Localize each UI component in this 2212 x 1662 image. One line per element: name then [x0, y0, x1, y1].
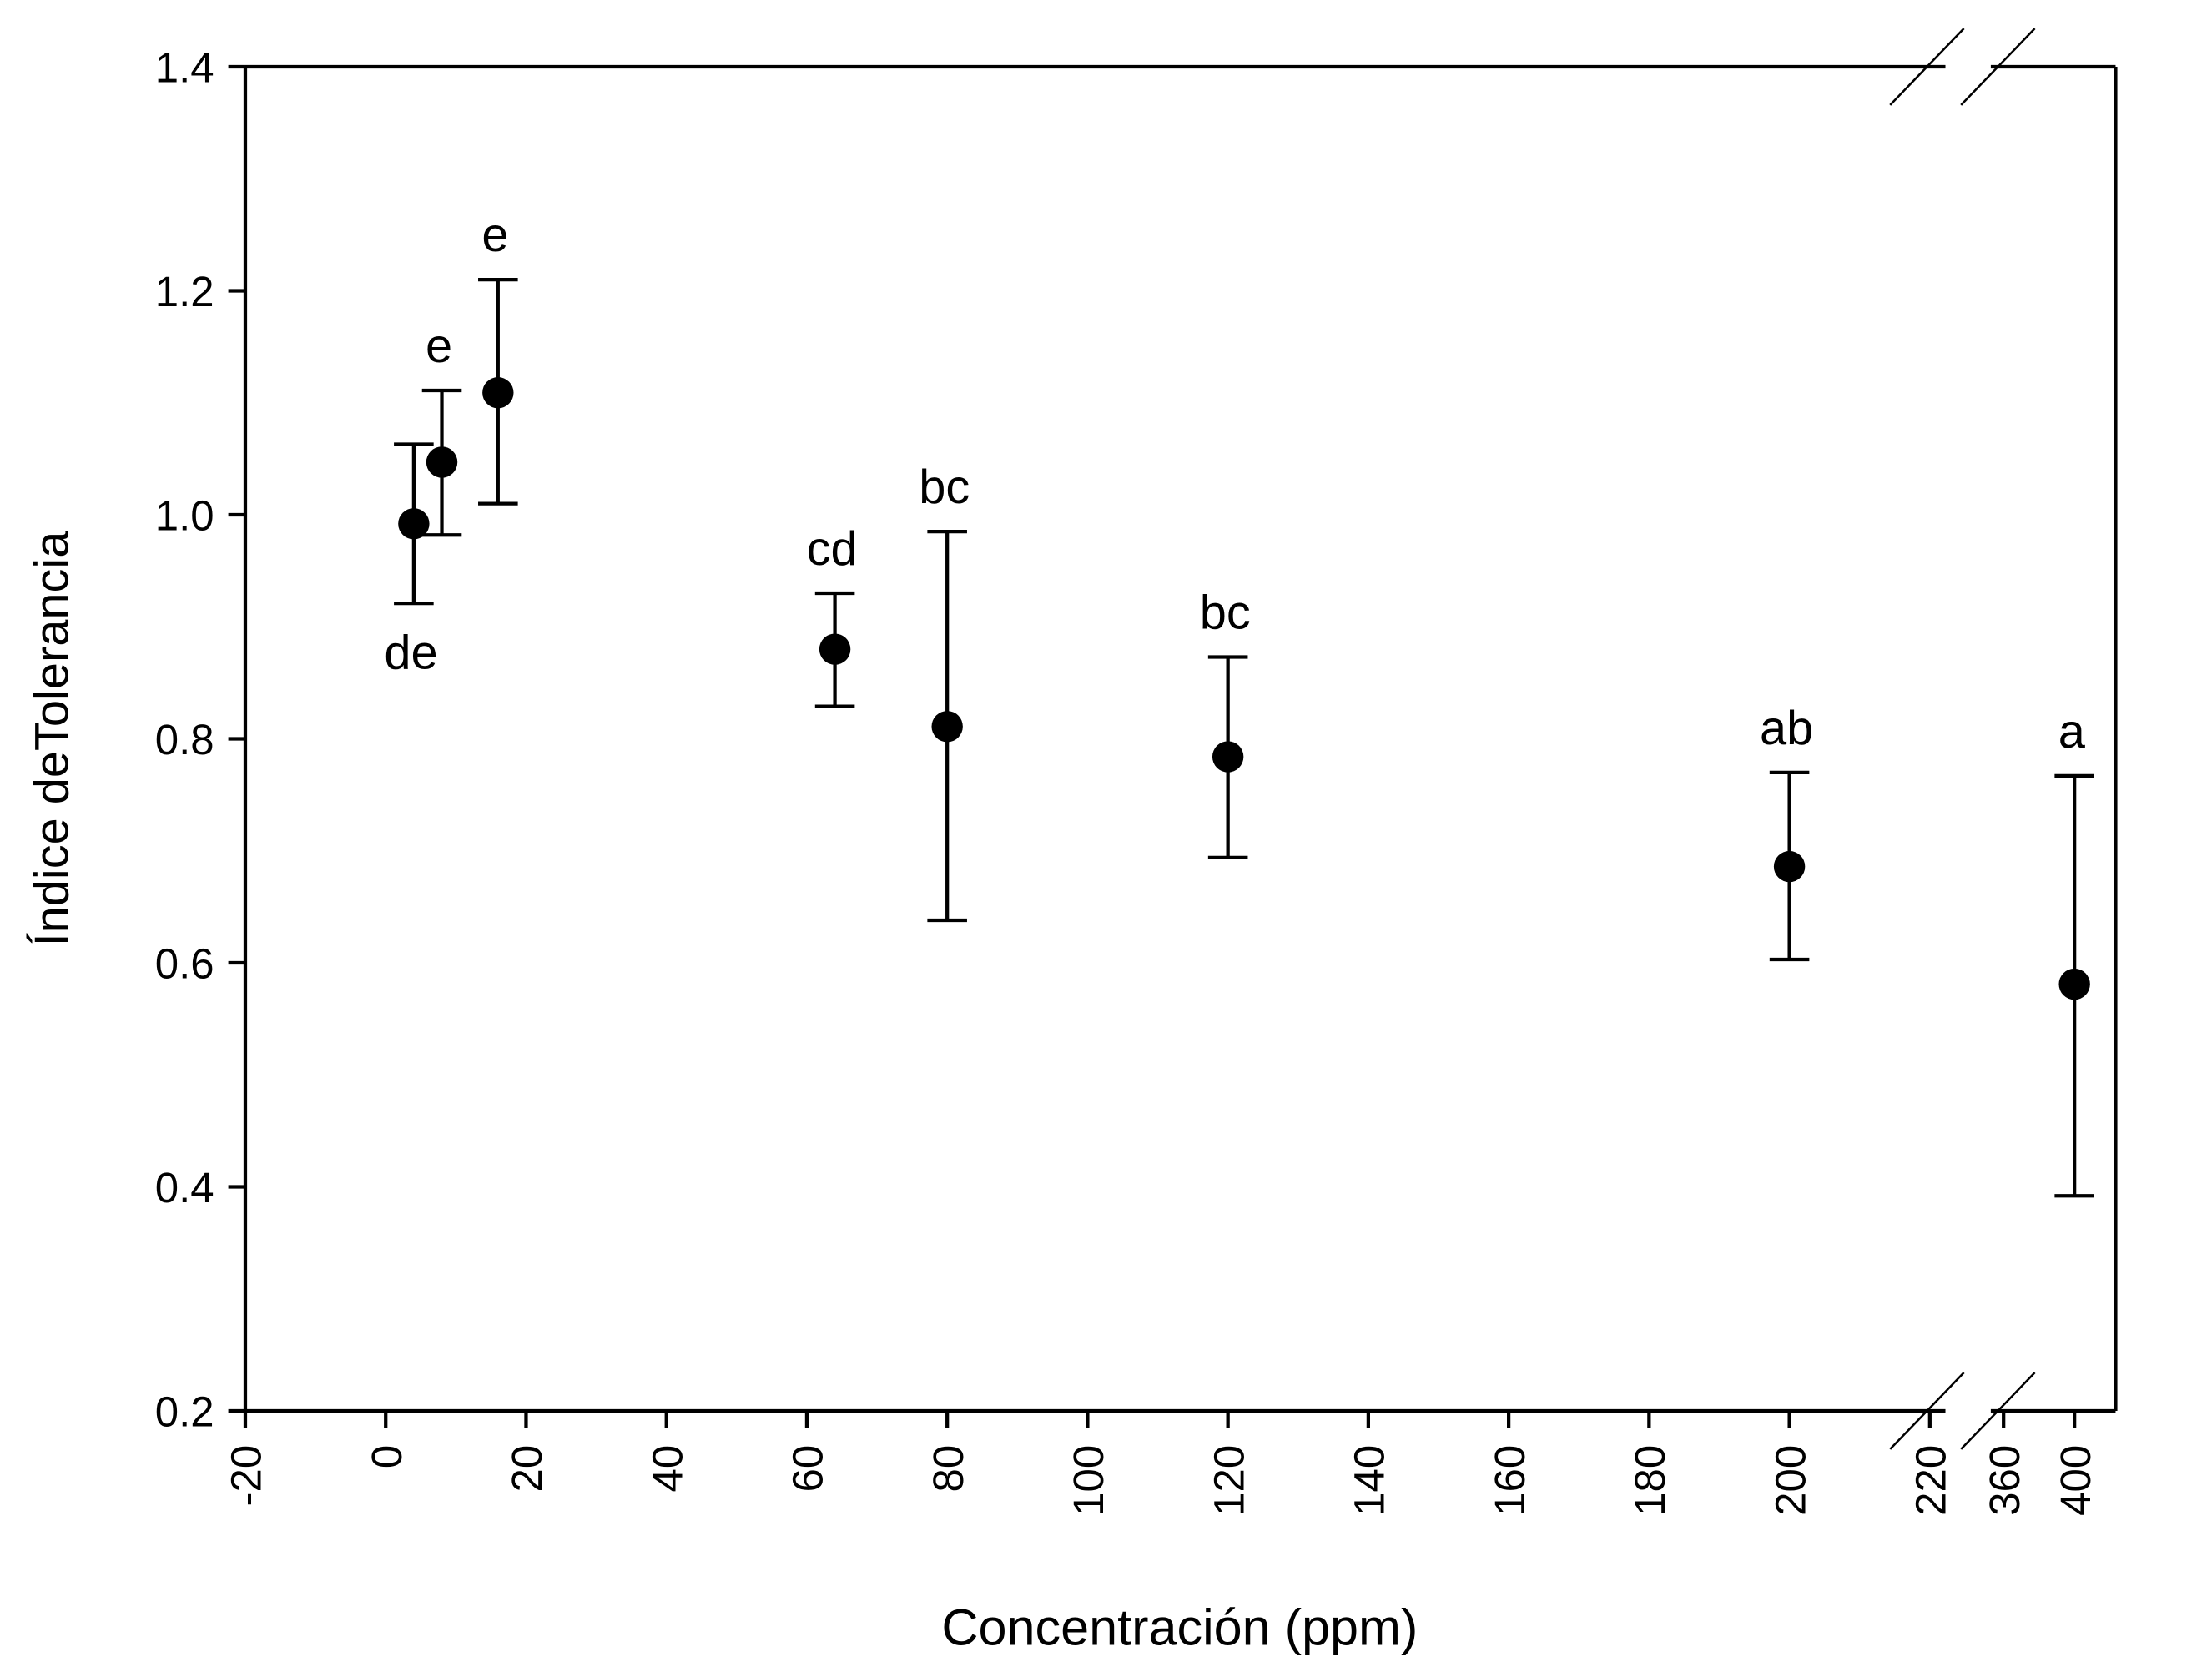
- data-point-group: bc: [1200, 587, 1251, 859]
- significance-label: bc: [919, 461, 970, 514]
- significance-label: cd: [807, 522, 858, 576]
- axis-break-mark: [1889, 1372, 1965, 1450]
- significance-label: de: [384, 626, 437, 679]
- significance-label: a: [2058, 705, 2086, 758]
- x-tick-label: 40: [643, 1445, 691, 1493]
- x-tick-label: 80: [925, 1445, 972, 1493]
- data-point: [1773, 850, 1806, 883]
- x-tick-label: 20: [503, 1445, 551, 1493]
- x-tick-label: 400: [2052, 1445, 2099, 1516]
- data-point: [426, 446, 458, 478]
- significance-label: ab: [1760, 702, 1813, 755]
- axis-break-mark: [1960, 1372, 2036, 1450]
- data-point: [482, 377, 514, 409]
- data-point: [398, 508, 430, 540]
- data-point-group: a: [2054, 705, 2094, 1198]
- x-tick-label: 200: [1766, 1445, 1814, 1516]
- y-tick-label: 0.4: [155, 1164, 214, 1211]
- data-point: [819, 633, 851, 665]
- data-marks: de e e cd bc bc ab a: [384, 209, 2094, 1198]
- x-tick-label: -20: [223, 1445, 270, 1507]
- y-tick-label: 1.0: [155, 492, 214, 540]
- x-tick-label: 0: [363, 1445, 411, 1468]
- x-tick-label: 220: [1907, 1445, 1955, 1516]
- axis-break-mark: [1889, 28, 1965, 106]
- significance-label: e: [481, 209, 508, 262]
- axis-break-mark: [1960, 28, 2036, 106]
- data-point: [2058, 968, 2090, 1000]
- y-tick-label: 0.8: [155, 716, 214, 763]
- y-tick-label: 1.2: [155, 268, 214, 315]
- data-point: [1212, 741, 1244, 773]
- data-point-group: ab: [1760, 702, 1813, 962]
- data-point-group: de: [384, 442, 438, 679]
- y-axis-label: Índice deTolerancia: [26, 531, 79, 947]
- x-axis-label: Concentración (ppm): [941, 1599, 1418, 1655]
- data-point-group: cd: [807, 522, 858, 708]
- data-point-group: bc: [919, 461, 970, 923]
- y-tick-label: 1.4: [155, 44, 214, 92]
- y-tick-label: 0.2: [155, 1388, 214, 1436]
- x-tick-label: 180: [1626, 1445, 1674, 1516]
- axes: 0.2 0.4 0.6 0.8 1.0 1.2 1.4 -20 0 20 40 60 80 100 120 1…: [155, 28, 2118, 1516]
- significance-label: e: [426, 320, 452, 373]
- y-tick-label: 0.6: [155, 940, 214, 988]
- data-point-group: e: [421, 320, 462, 537]
- x-tick-label: 140: [1346, 1445, 1393, 1516]
- x-tick-label: 360: [1981, 1445, 2028, 1516]
- x-tick-label: 160: [1486, 1445, 1534, 1516]
- data-point: [931, 711, 963, 743]
- data-point-group: e: [478, 209, 518, 506]
- significance-label: bc: [1200, 587, 1251, 640]
- x-tick-label: 120: [1205, 1445, 1252, 1516]
- x-tick-label: 100: [1065, 1445, 1112, 1516]
- x-tick-label: 60: [784, 1445, 832, 1493]
